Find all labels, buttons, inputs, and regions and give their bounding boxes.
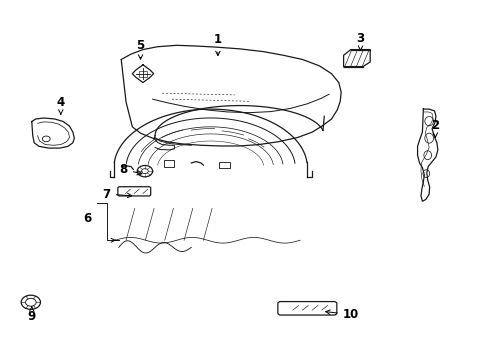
Text: 4: 4 [57,95,65,114]
Bar [139,71,146,77]
FancyBboxPatch shape [118,187,150,196]
Text: 2: 2 [430,118,439,138]
Text: 3: 3 [356,32,364,50]
Text: 6: 6 [83,212,91,225]
Text: 10: 10 [325,308,358,321]
Text: 7: 7 [102,188,132,201]
Text: 9: 9 [28,307,36,323]
FancyBboxPatch shape [277,302,336,315]
Bar [163,160,174,167]
Bar [219,162,229,168]
Text: 1: 1 [213,33,222,56]
Text: 5: 5 [136,39,144,59]
Text: 8: 8 [119,163,142,176]
